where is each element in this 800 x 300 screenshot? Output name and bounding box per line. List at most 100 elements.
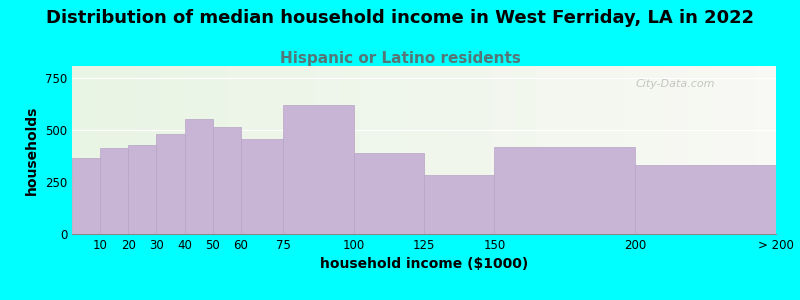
Bar bbox=[230, 66, 234, 234]
Bar bbox=[424, 66, 427, 234]
Bar bbox=[339, 66, 343, 234]
Bar bbox=[424, 175, 494, 234]
Bar bbox=[280, 66, 283, 234]
Bar bbox=[153, 66, 157, 234]
Bar bbox=[110, 66, 114, 234]
Bar bbox=[688, 66, 691, 234]
Bar bbox=[198, 66, 202, 234]
Bar bbox=[315, 66, 318, 234]
Bar bbox=[294, 66, 298, 234]
Bar bbox=[406, 66, 410, 234]
Bar bbox=[691, 66, 695, 234]
Bar bbox=[558, 66, 562, 234]
Bar bbox=[283, 105, 354, 234]
Bar bbox=[642, 66, 646, 234]
Bar bbox=[646, 66, 650, 234]
Bar bbox=[494, 66, 498, 234]
Bar bbox=[773, 66, 776, 234]
Bar bbox=[526, 66, 530, 234]
Bar bbox=[586, 66, 590, 234]
Bar bbox=[241, 66, 245, 234]
Bar bbox=[456, 66, 459, 234]
Bar bbox=[248, 66, 251, 234]
Bar bbox=[421, 66, 424, 234]
Bar bbox=[336, 66, 339, 234]
Bar bbox=[600, 66, 603, 234]
Bar bbox=[326, 66, 329, 234]
Bar bbox=[678, 66, 681, 234]
Bar bbox=[723, 66, 726, 234]
Bar bbox=[322, 66, 326, 234]
Bar bbox=[744, 66, 748, 234]
Bar bbox=[635, 164, 776, 234]
Bar bbox=[290, 66, 294, 234]
Bar bbox=[726, 66, 730, 234]
Bar bbox=[139, 66, 142, 234]
Bar bbox=[572, 66, 575, 234]
Bar bbox=[487, 66, 491, 234]
Bar bbox=[90, 66, 93, 234]
Bar bbox=[674, 66, 678, 234]
Bar bbox=[178, 66, 181, 234]
Bar bbox=[255, 66, 258, 234]
Bar bbox=[610, 66, 614, 234]
Bar bbox=[635, 66, 638, 234]
Bar bbox=[378, 66, 382, 234]
Bar bbox=[174, 66, 178, 234]
Bar bbox=[667, 66, 670, 234]
Bar bbox=[100, 148, 128, 234]
Bar bbox=[614, 66, 618, 234]
Bar bbox=[706, 66, 709, 234]
Bar bbox=[361, 66, 364, 234]
Bar bbox=[202, 66, 206, 234]
Bar bbox=[650, 66, 653, 234]
Bar bbox=[515, 66, 519, 234]
Bar bbox=[192, 66, 195, 234]
Bar bbox=[449, 66, 452, 234]
Bar bbox=[459, 66, 462, 234]
Bar bbox=[157, 66, 160, 234]
Bar bbox=[357, 66, 361, 234]
Bar bbox=[286, 66, 290, 234]
Bar bbox=[530, 66, 533, 234]
Bar bbox=[414, 66, 417, 234]
Text: Distribution of median household income in West Ferriday, LA in 2022: Distribution of median household income … bbox=[46, 9, 754, 27]
Bar bbox=[329, 66, 333, 234]
Bar bbox=[298, 66, 301, 234]
Bar bbox=[474, 66, 477, 234]
Bar bbox=[466, 66, 470, 234]
Bar bbox=[181, 66, 185, 234]
Bar bbox=[273, 66, 276, 234]
Bar bbox=[79, 66, 82, 234]
Bar bbox=[114, 66, 118, 234]
Bar bbox=[262, 66, 266, 234]
Bar bbox=[547, 66, 550, 234]
Bar bbox=[442, 66, 445, 234]
Bar bbox=[656, 66, 660, 234]
Bar bbox=[227, 66, 230, 234]
Bar bbox=[533, 66, 537, 234]
Bar bbox=[509, 66, 512, 234]
Bar bbox=[251, 66, 255, 234]
Bar bbox=[716, 66, 720, 234]
Bar bbox=[223, 66, 227, 234]
Bar bbox=[540, 66, 544, 234]
Bar bbox=[762, 66, 766, 234]
Bar bbox=[311, 66, 315, 234]
Bar bbox=[241, 139, 283, 234]
Bar bbox=[266, 66, 269, 234]
Bar bbox=[304, 66, 308, 234]
Bar bbox=[618, 66, 621, 234]
Bar bbox=[234, 66, 238, 234]
Bar bbox=[462, 66, 466, 234]
Bar bbox=[125, 66, 128, 234]
Text: Hispanic or Latino residents: Hispanic or Latino residents bbox=[279, 51, 521, 66]
Bar bbox=[258, 66, 262, 234]
Bar bbox=[758, 66, 762, 234]
Bar bbox=[104, 66, 107, 234]
Bar bbox=[333, 66, 336, 234]
Bar bbox=[713, 66, 716, 234]
Bar bbox=[382, 66, 386, 234]
Bar bbox=[72, 66, 75, 234]
Bar bbox=[431, 66, 434, 234]
